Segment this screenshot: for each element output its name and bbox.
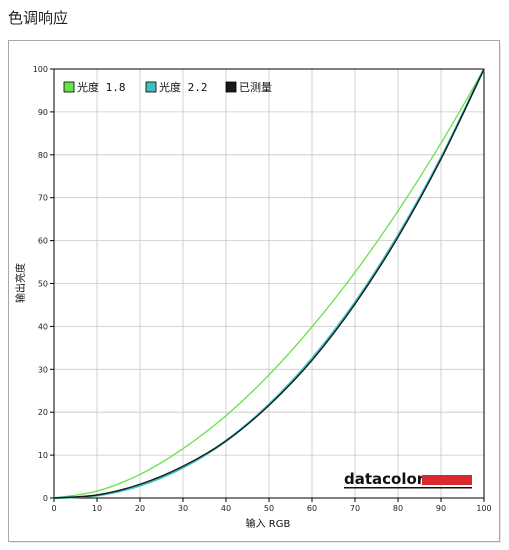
y-tick-label: 80 (38, 151, 48, 160)
y-tick-label: 90 (38, 108, 48, 117)
y-tick-label: 100 (33, 65, 48, 74)
x-tick-label: 80 (393, 504, 403, 513)
y-tick-label: 40 (38, 322, 48, 331)
series-line-gamma-2.2 (53, 68, 485, 500)
x-tick-label: 50 (264, 504, 274, 513)
x-axis-title: 输入 RGB (246, 517, 291, 530)
y-axis: 0 10 20 30 40 50 60 70 80 90 100 (33, 65, 54, 503)
legend-label-gamma-1.8: 光度 1.8 (77, 80, 126, 94)
x-tick-label: 70 (350, 504, 360, 513)
series-line-measured (53, 68, 485, 499)
x-tick-label: 40 (221, 504, 231, 513)
y-tick-label: 30 (38, 365, 48, 374)
grid (53, 68, 485, 499)
legend-label-gamma-2.2: 光度 2.2 (159, 80, 208, 94)
x-tick-label: 60 (307, 504, 317, 513)
legend-swatch-measured (225, 81, 237, 93)
series-lines (53, 68, 485, 500)
y-tick-label: 60 (38, 237, 48, 246)
y-tick-label: 0 (43, 494, 48, 503)
legend-swatch-gamma-1.8 (63, 81, 75, 93)
x-tick-label: 90 (436, 504, 446, 513)
page-title: 色调响应 (8, 9, 69, 27)
logo-underline (344, 487, 472, 489)
x-tick-label: 100 (476, 504, 491, 513)
y-tick-label: 50 (38, 280, 48, 289)
legend-swatch-gamma-2.2 (145, 81, 157, 93)
y-tick-label: 20 (38, 408, 48, 417)
x-axis: 0 10 20 30 40 50 60 70 80 90 100 (51, 498, 492, 513)
y-axis-title: 输出亮度 (14, 263, 27, 303)
legend: 光度 1.8 光度 2.2 已测量 (63, 80, 272, 94)
y-tick-label: 70 (38, 194, 48, 203)
datacolor-logo: datacolor (344, 470, 472, 489)
x-tick-label: 30 (178, 504, 188, 513)
x-tick-label: 10 (92, 504, 102, 513)
chart-frame (8, 40, 500, 542)
legend-label-measured: 已测量 (239, 81, 272, 94)
x-tick-label: 20 (135, 504, 145, 513)
y-tick-label: 10 (38, 451, 48, 460)
logo-text: datacolor (344, 470, 425, 488)
series-line-gamma-1.8 (53, 68, 485, 499)
logo-red-bar (422, 475, 472, 485)
x-tick-label: 0 (51, 504, 56, 513)
